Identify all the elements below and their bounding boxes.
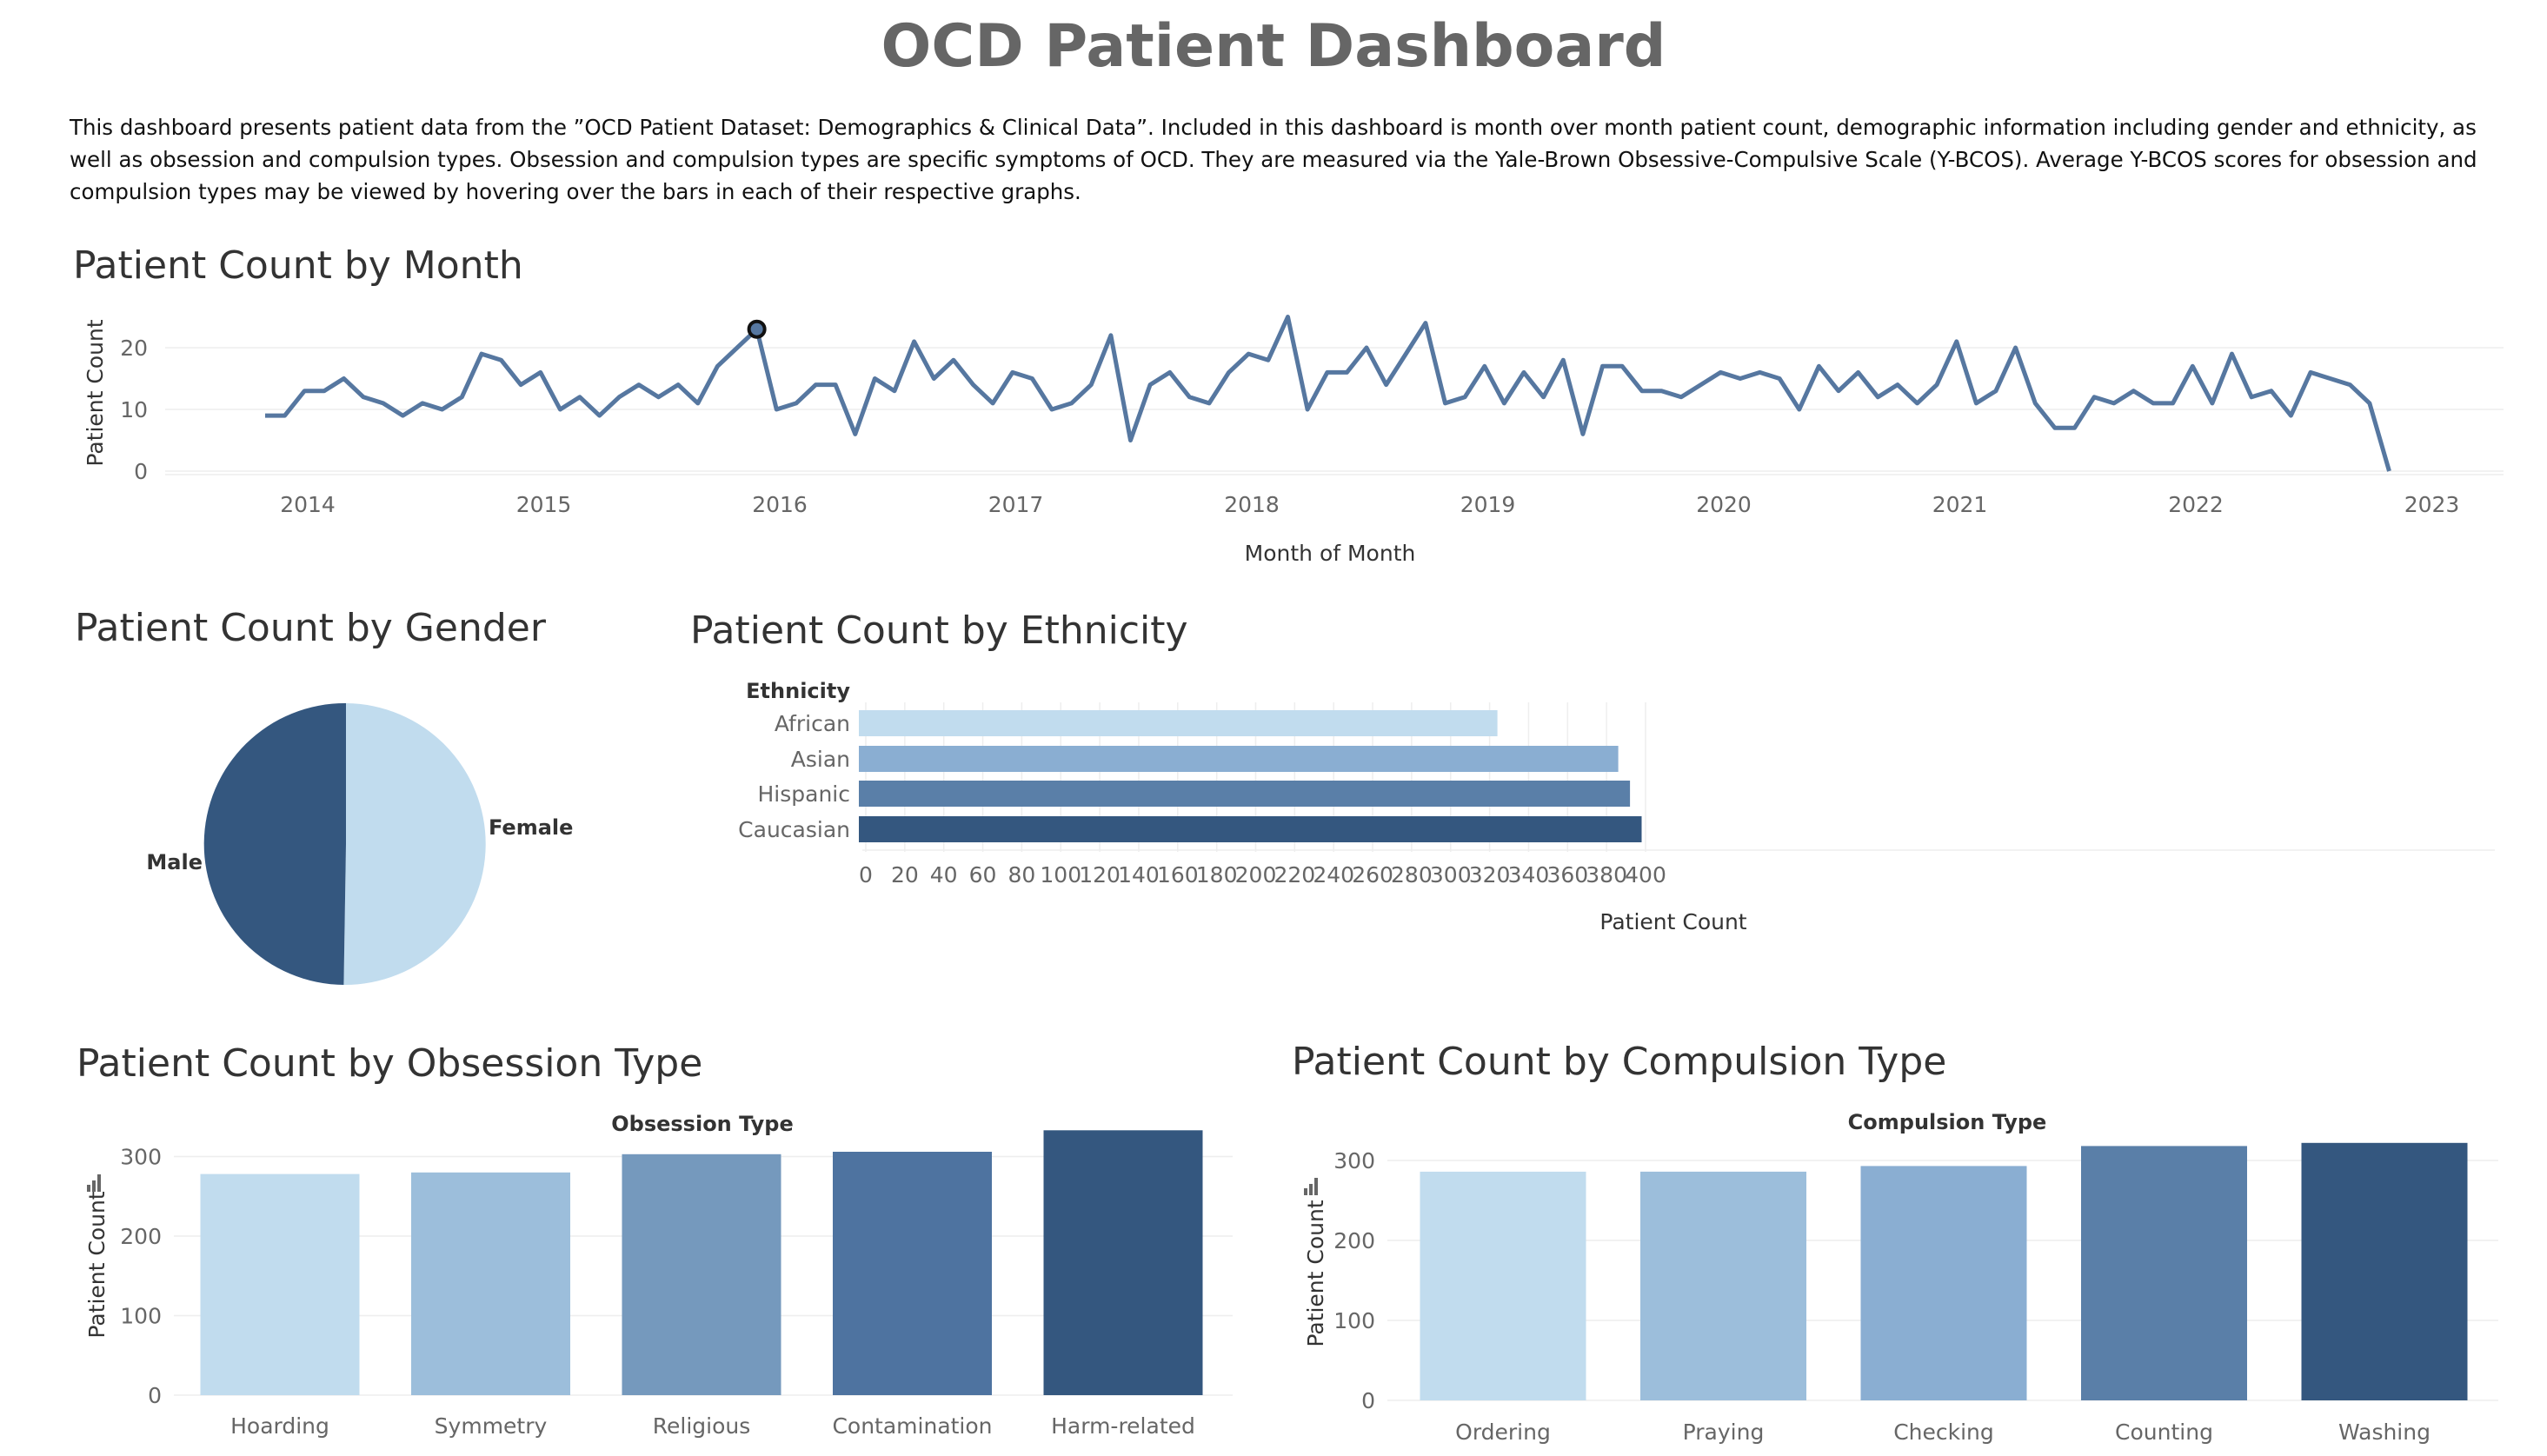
obsession-category-label: Contamination: [832, 1413, 992, 1439]
ethnicity-category-label: Asian: [791, 747, 850, 772]
month-x-tick-label: 2015: [516, 492, 572, 517]
month-x-axis-title: Month of Month: [1245, 541, 1416, 566]
ethnicity-x-tick-label: 40: [930, 862, 958, 888]
ethnicity-x-tick-label: 100: [1040, 862, 1081, 888]
obsession-y-axis-title: Patient Count: [84, 1191, 110, 1338]
ethnicity-x-tick-label: 0: [859, 862, 873, 888]
dashboard-description: This dashboard presents patient data fro…: [70, 115, 2477, 204]
ethnicity-x-tick-label: 280: [1391, 862, 1433, 888]
ethnicity-bar-african: [859, 710, 1498, 736]
ethnicity-x-tick-label: 120: [1079, 862, 1121, 888]
month-x-tick-label: 2018: [1224, 492, 1280, 517]
ethnicity-x-tick-label: 140: [1118, 862, 1160, 888]
obsession-y-tick-label: 0: [148, 1383, 162, 1408]
obsession-bar-hoarding: [200, 1173, 360, 1395]
month-x-tick-label: 2019: [1460, 492, 1516, 517]
month-x-tick-label: 2016: [752, 492, 808, 517]
month-y-tick-label: 20: [120, 336, 148, 361]
month-x-tick-label: 2021: [1932, 492, 1988, 517]
compulsion-bar-washing: [2301, 1142, 2468, 1400]
gender-label-female: Female: [489, 815, 573, 840]
compulsion-category-label: Washing: [2338, 1419, 2431, 1445]
obsession-chart-title: Patient Count by Obsession Type: [76, 1041, 703, 1086]
ethnicity-x-tick-label: 240: [1313, 862, 1354, 888]
month-x-tick-label: 2017: [988, 492, 1044, 517]
compulsion-bar-praying: [1640, 1171, 1806, 1400]
ethnicity-chart-title: Patient Count by Ethnicity: [690, 608, 1188, 653]
month-x-tick-label: 2020: [1696, 492, 1752, 517]
compulsion-y-axis-title: Patient Count: [1303, 1200, 1328, 1346]
gender-chart-title: Patient Count by Gender: [75, 606, 546, 650]
obsession-header: Obsession Type: [611, 1112, 794, 1136]
month-y-tick-label: 0: [134, 459, 148, 484]
ethnicity-x-tick-label: 220: [1274, 862, 1315, 888]
compulsion-y-tick-label: 300: [1333, 1148, 1375, 1173]
compulsion-bar-checking: [1860, 1166, 2027, 1400]
compulsion-chart-title: Patient Count by Compulsion Type: [1292, 1040, 1947, 1084]
ethnicity-category-label: Caucasian: [738, 817, 850, 842]
ethnicity-x-tick-label: 360: [1546, 862, 1588, 888]
ethnicity-bar-hispanic: [859, 781, 1631, 807]
month-highlight-point: [747, 319, 767, 339]
ethnicity-x-tick-label: 200: [1235, 862, 1277, 888]
ethnicity-bar-asian: [859, 746, 1619, 772]
obsession-bar-symmetry: [411, 1172, 570, 1395]
compulsion-category-label: Checking: [1893, 1419, 1994, 1445]
ethnicity-x-tick-label: 340: [1508, 862, 1550, 888]
month-x-tick-label: 2022: [2168, 492, 2224, 517]
ethnicity-header: Ethnicity: [746, 679, 850, 703]
ethnicity-bar-caucasian: [859, 816, 1642, 842]
compulsion-category-label: Ordering: [1455, 1419, 1551, 1445]
obsession-y-tick-label: 300: [120, 1145, 162, 1170]
month-x-tick-label: 2023: [2404, 492, 2460, 517]
obsession-y-tick-label: 100: [120, 1304, 162, 1329]
ethnicity-x-axis-title: Patient Count: [1599, 909, 1746, 934]
obsession-category-label: Hoarding: [230, 1413, 329, 1439]
gender-label-male: Male: [146, 850, 203, 874]
gender-slice-female: [343, 703, 486, 986]
ethnicity-x-tick-label: 20: [891, 862, 919, 888]
month-y-axis-title: Patient Count: [83, 319, 108, 466]
compulsion-bar-counting: [2081, 1146, 2247, 1400]
month-y-tick-label: 10: [120, 397, 148, 422]
obsession-sort-icon: [97, 1174, 101, 1192]
month-series-line: [265, 315, 2391, 472]
obsession-sort-icon: [92, 1180, 96, 1192]
compulsion-header: Compulsion Type: [1848, 1110, 2047, 1134]
compulsion-y-tick-label: 200: [1333, 1228, 1375, 1253]
compulsion-category-label: Counting: [2115, 1419, 2213, 1445]
compulsion-y-tick-label: 100: [1333, 1308, 1375, 1333]
obsession-bar-contamination: [833, 1152, 992, 1395]
gender-slice-male: [203, 702, 346, 985]
compulsion-sort-icon: [1314, 1178, 1318, 1195]
ethnicity-category-label: African: [775, 711, 850, 736]
ethnicity-x-tick-label: 320: [1469, 862, 1511, 888]
ethnicity-category-label: Hispanic: [758, 781, 851, 807]
compulsion-y-tick-label: 0: [1361, 1388, 1375, 1413]
obsession-category-label: Harm-related: [1051, 1413, 1195, 1439]
dashboard-title: OCD Patient Dashboard: [881, 12, 1666, 81]
compulsion-bar-ordering: [1420, 1171, 1586, 1400]
ethnicity-x-tick-label: 80: [1007, 862, 1035, 888]
obsession-bar-harm-related: [1043, 1130, 1203, 1395]
month-x-tick-label: 2014: [280, 492, 336, 517]
month-chart-title: Patient Count by Month: [73, 243, 523, 288]
ethnicity-x-tick-label: 180: [1196, 862, 1238, 888]
obsession-y-tick-label: 200: [120, 1224, 162, 1249]
obsession-bar-religious: [622, 1153, 781, 1395]
compulsion-category-label: Praying: [1683, 1419, 1765, 1445]
ethnicity-x-tick-label: 160: [1157, 862, 1199, 888]
obsession-category-label: Symmetry: [435, 1413, 548, 1439]
ethnicity-x-tick-label: 60: [969, 862, 997, 888]
ethnicity-x-tick-label: 300: [1430, 862, 1472, 888]
compulsion-sort-icon: [1304, 1188, 1307, 1195]
obsession-sort-icon: [87, 1185, 90, 1192]
compulsion-sort-icon: [1309, 1184, 1313, 1195]
ethnicity-x-tick-label: 400: [1625, 862, 1666, 888]
ethnicity-x-tick-label: 380: [1586, 862, 1627, 888]
ethnicity-x-tick-label: 260: [1352, 862, 1393, 888]
obsession-category-label: Religious: [653, 1413, 751, 1439]
